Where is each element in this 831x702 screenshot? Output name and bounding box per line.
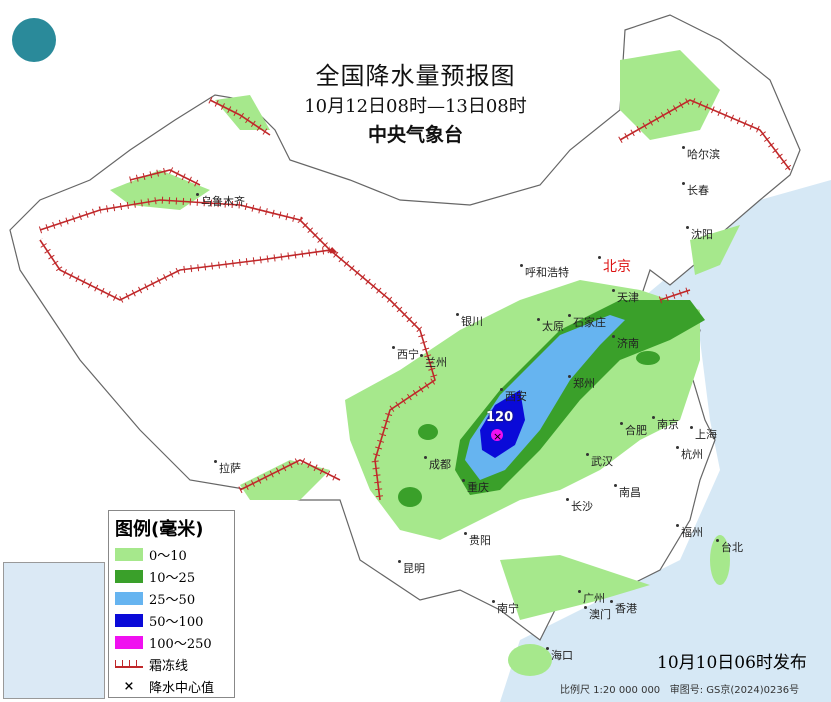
city-label: 北京 xyxy=(598,256,631,276)
city-label: 南宁 xyxy=(492,600,519,616)
approval-number: 审图号: GS京(2024)0236号 xyxy=(669,685,800,696)
precip-50-100 xyxy=(480,390,525,458)
center-marker-icon: × xyxy=(493,430,502,443)
city-label: 广州 xyxy=(578,590,605,606)
legend-label: 100～250 xyxy=(149,636,212,652)
legend-item: 100～250 xyxy=(109,631,234,653)
city-label: 石家庄 xyxy=(568,314,606,330)
city-label: 杭州 xyxy=(676,446,703,462)
city-label: 拉萨 xyxy=(214,460,241,476)
map-issuer: 中央气象台 xyxy=(367,124,463,146)
city-label: 长春 xyxy=(682,182,709,198)
legend-swatch xyxy=(115,635,143,649)
city-label: 海口 xyxy=(546,647,573,663)
legend-label: 25～50 xyxy=(149,592,196,608)
legend-label: 降水中心值 xyxy=(149,680,215,696)
cross-icon: × xyxy=(123,678,135,694)
sea xyxy=(500,180,831,702)
city-label: 沈阳 xyxy=(686,226,713,242)
city-label: 南京 xyxy=(652,416,679,432)
city-label: 郑州 xyxy=(568,375,595,391)
legend-label: 50～100 xyxy=(149,614,204,630)
legend-swatch xyxy=(115,547,143,561)
city-label: 上海 xyxy=(690,426,717,442)
city-label: 武汉 xyxy=(586,453,613,469)
city-label: 香港 xyxy=(610,600,637,616)
legend-label: 10～25 xyxy=(149,570,196,586)
city-label: 长沙 xyxy=(566,498,593,514)
legend-swatch xyxy=(115,569,143,583)
city-label: 乌鲁木齐 xyxy=(196,193,245,209)
city-label: 西安 xyxy=(500,388,527,404)
cma-logo xyxy=(12,18,56,62)
city-label: 济南 xyxy=(612,335,639,351)
map-title: 全国降水量预报图 xyxy=(315,62,516,90)
legend-swatch xyxy=(115,613,143,627)
legend-item: 25～50 xyxy=(109,587,234,609)
map-period: 10月12日08时—13日08时 xyxy=(304,96,527,117)
city-label: 哈尔滨 xyxy=(682,146,720,162)
legend-item: 50～100 xyxy=(109,609,234,631)
city-label: 西宁 xyxy=(392,346,419,362)
precip-100-250 xyxy=(491,429,503,441)
frost-line-icon xyxy=(115,660,143,668)
scale: 比例尺 1:20 000 000 xyxy=(560,685,661,696)
legend: 图例(毫米) 0～10 10～25 25～50 50～100 100～250 霜冻线 ×… xyxy=(108,510,235,698)
china-outline xyxy=(9,14,801,641)
city-label: 贵阳 xyxy=(464,532,491,548)
city-label: 天津 xyxy=(612,289,639,305)
city-label: 福州 xyxy=(676,524,703,540)
legend-swatch xyxy=(115,591,143,605)
city-label: 银川 xyxy=(456,313,483,329)
scale-info: 比例尺 1:20 000 000 审图号: GS京(2024)0236号 xyxy=(560,681,799,696)
city-label: 昆明 xyxy=(398,560,425,576)
legend-item: 0～10 xyxy=(109,543,234,565)
frost-lines xyxy=(37,96,793,501)
issue-time: 10月10日06时发布 xyxy=(657,653,807,673)
city-label: 重庆 xyxy=(462,479,489,495)
legend-frost-line: 霜冻线 xyxy=(109,653,234,675)
legend-center: × 降水中心值 xyxy=(109,675,234,697)
precip-center-value: 120 xyxy=(486,410,514,425)
city-label: 呼和浩特 xyxy=(520,264,569,280)
legend-title: 图例(毫米) xyxy=(115,519,204,540)
legend-label: 霜冻线 xyxy=(149,658,189,674)
city-label: 澳门 xyxy=(584,606,611,622)
city-label: 成都 xyxy=(424,456,451,472)
legend-label: 0～10 xyxy=(149,548,187,564)
legend-item: 10～25 xyxy=(109,565,234,587)
city-label: 合肥 xyxy=(620,422,647,438)
south-china-sea-inset xyxy=(3,562,105,699)
city-label: 太原 xyxy=(537,318,564,334)
city-label: 台北 xyxy=(716,539,743,555)
city-label: 兰州 xyxy=(420,354,447,370)
city-label: 南昌 xyxy=(614,484,641,500)
